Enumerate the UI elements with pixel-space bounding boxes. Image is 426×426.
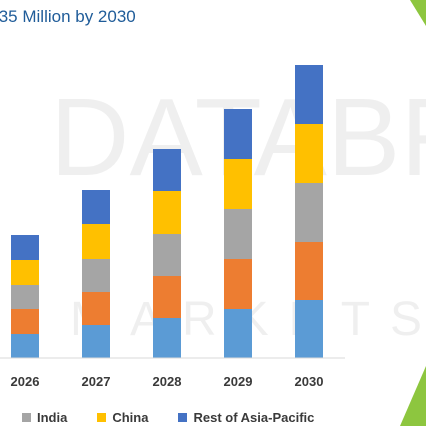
- x-tick-label-2028: 2028: [153, 374, 182, 389]
- x-tick-labels: 2026 2027 2028 2029 2030: [11, 374, 324, 389]
- legend-label: India: [37, 410, 68, 425]
- bar-segment-2029-s1: [224, 259, 252, 309]
- bar-segment-2027-s1: [82, 292, 110, 325]
- bar-segment-2026-s1: [11, 309, 39, 334]
- bar-segment-2029-s2: [224, 209, 252, 259]
- x-tick-label-2026: 2026: [11, 374, 40, 389]
- bar-segment-2027-s0: [82, 325, 110, 358]
- bar-segment-2026-s0: [11, 334, 39, 358]
- bar-segment-2030-s4: [295, 65, 323, 124]
- bar-segment-2028-s2: [153, 234, 181, 276]
- bar-segment-2026-s2: [11, 285, 39, 309]
- bar-segment-2030-s0: [295, 300, 323, 358]
- legend-item-china: China: [97, 410, 148, 425]
- x-tick-label-2030: 2030: [295, 374, 324, 389]
- bar-segment-2027-s4: [82, 190, 110, 224]
- bar-segment-2030-s1: [295, 242, 323, 300]
- bar-segment-2027-s2: [82, 259, 110, 292]
- legend-label: Rest of Asia-Pacific: [193, 410, 315, 425]
- bar-segment-2029-s4: [224, 109, 252, 159]
- legend-item-rest: Rest of Asia-Pacific: [178, 410, 314, 425]
- bar-segment-2028-s1: [153, 276, 181, 318]
- legend-swatch: [97, 413, 107, 422]
- x-tick-label-2029: 2029: [224, 374, 253, 389]
- corner-accent-bottom: [400, 366, 426, 426]
- bar-segment-2030-s2: [295, 183, 323, 242]
- bar-segment-2027-s3: [82, 224, 110, 259]
- x-tick-label-2027: 2027: [82, 374, 111, 389]
- bar-segment-2029-s3: [224, 159, 252, 209]
- bar-segment-2028-s4: [153, 149, 181, 191]
- bar-segment-2030-s3: [295, 124, 323, 183]
- bar-segment-2026-s4: [11, 235, 39, 260]
- bar-segment-2028-s3: [153, 191, 181, 234]
- chart-title-fragment: .35 Million by 2030: [0, 7, 136, 26]
- legend-swatch: [178, 413, 188, 422]
- bar-segment-2029-s0: [224, 309, 252, 358]
- legend-swatch: [22, 413, 31, 422]
- legend: India China Rest of Asia-Pacific: [22, 410, 344, 425]
- bar-segment-2026-s3: [11, 260, 39, 285]
- bar-segment-2028-s0: [153, 318, 181, 358]
- bars-layer: [11, 65, 323, 358]
- legend-item-india: India: [22, 410, 67, 425]
- legend-label: China: [112, 410, 149, 425]
- corner-accent-top: [410, 0, 426, 26]
